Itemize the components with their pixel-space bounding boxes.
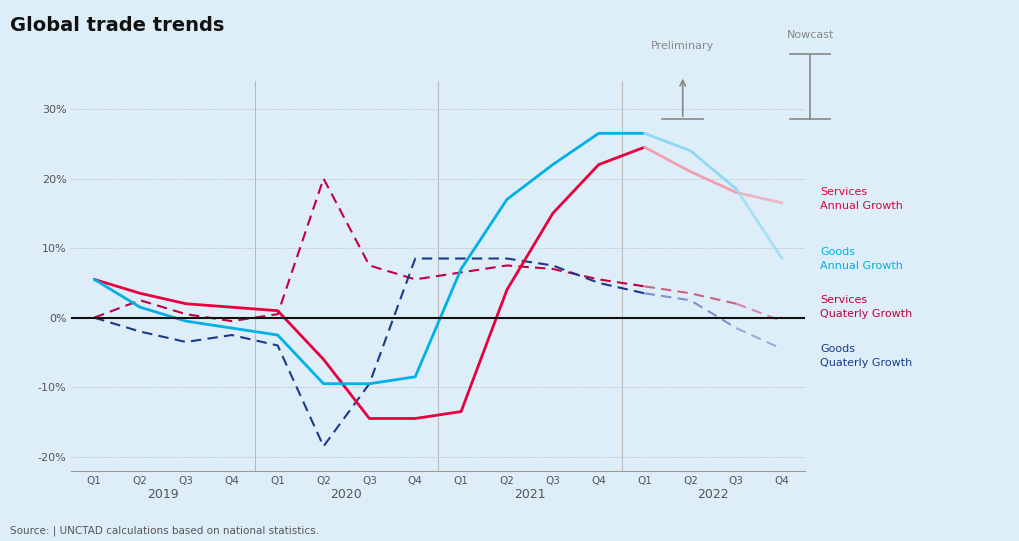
Text: Services
Quaterly Growth: Services Quaterly Growth bbox=[820, 295, 913, 319]
Text: Preliminary: Preliminary bbox=[651, 41, 714, 51]
Text: 2022: 2022 bbox=[697, 488, 730, 501]
Text: Source: | UNCTAD calculations based on national statistics.: Source: | UNCTAD calculations based on n… bbox=[10, 525, 319, 536]
Text: Nowcast: Nowcast bbox=[787, 30, 834, 40]
Text: Services
Annual Growth: Services Annual Growth bbox=[820, 187, 903, 212]
Text: Goods
Annual Growth: Goods Annual Growth bbox=[820, 247, 903, 270]
Text: Goods
Quaterly Growth: Goods Quaterly Growth bbox=[820, 344, 913, 368]
Text: 2019: 2019 bbox=[147, 488, 179, 501]
Text: 2020: 2020 bbox=[330, 488, 363, 501]
Text: Global trade trends: Global trade trends bbox=[10, 16, 224, 35]
Text: 2021: 2021 bbox=[514, 488, 546, 501]
